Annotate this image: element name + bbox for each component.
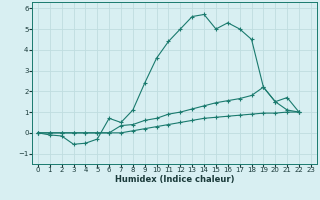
X-axis label: Humidex (Indice chaleur): Humidex (Indice chaleur) (115, 175, 234, 184)
